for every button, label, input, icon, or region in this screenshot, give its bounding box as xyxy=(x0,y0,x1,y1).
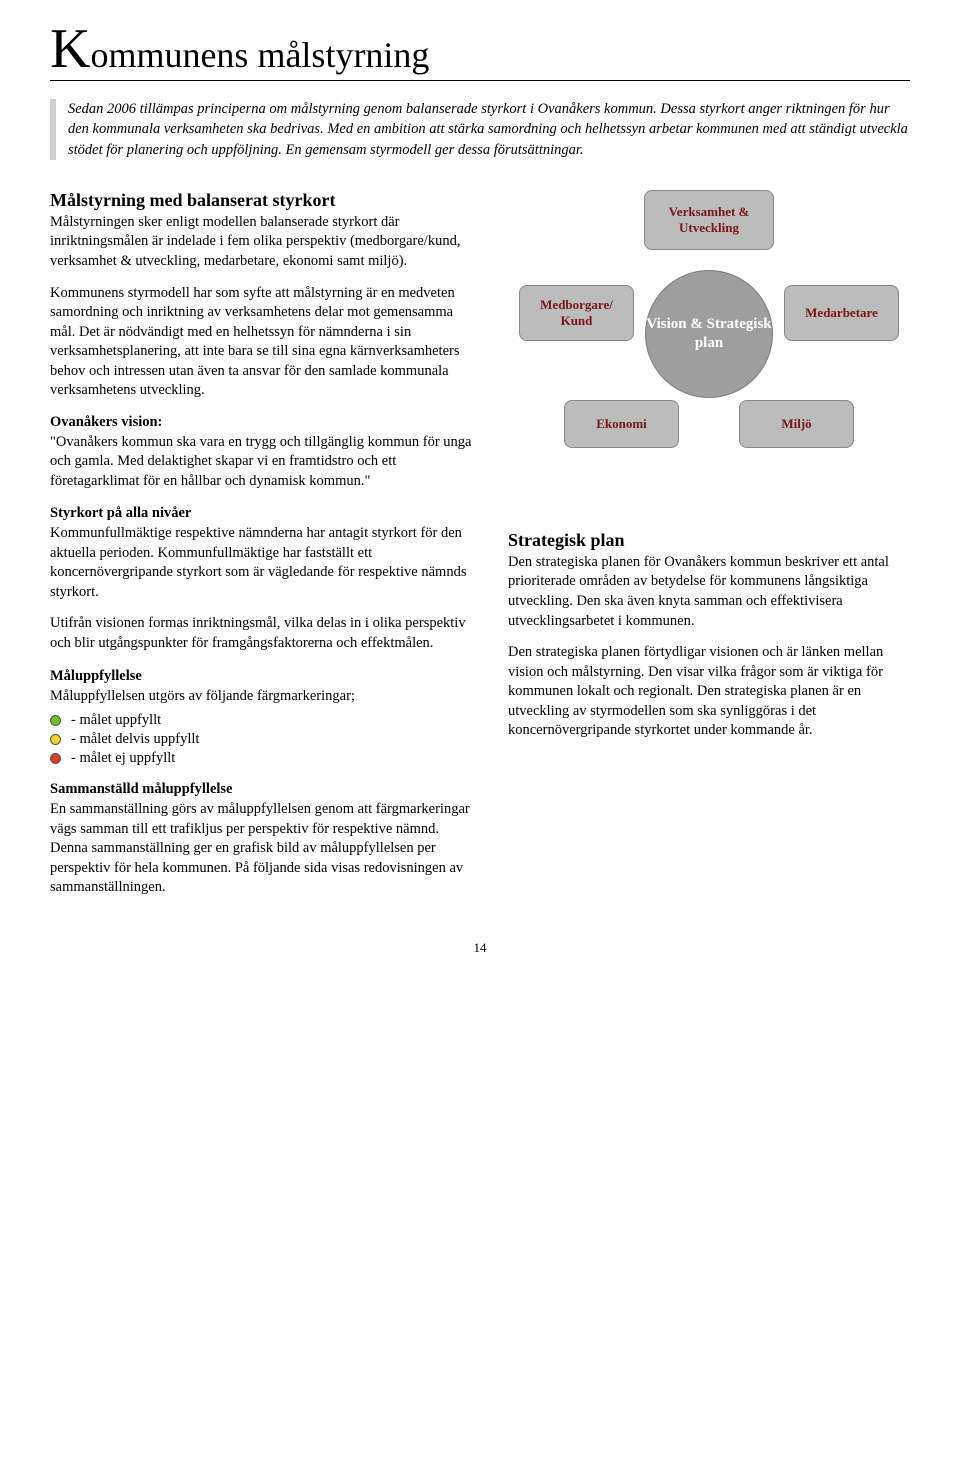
dropcap-k: K xyxy=(50,30,90,69)
diagram-box-left: Medborgare/ Kund xyxy=(519,285,634,341)
heading-malstyrning: Målstyrning med balanserat styrkort xyxy=(50,190,480,211)
left-column: Målstyrning med balanserat styrkort Måls… xyxy=(50,190,480,910)
para-p3: Kommunfullmäktige respektive nämnderna h… xyxy=(50,524,480,602)
para-p2: Kommunens styrmodell har som syfte att m… xyxy=(50,284,480,401)
legend-label-red: - målet ej uppfyllt xyxy=(71,750,175,767)
para-p5: Måluppfyllelsen utgörs av följande färgm… xyxy=(50,687,480,707)
page-title: Kommunens målstyrning xyxy=(50,30,910,81)
para-p4: Utifrån visionen formas inriktningsmål, … xyxy=(50,614,480,653)
heading-maluppfyllelse: Måluppfyllelse xyxy=(50,668,480,685)
legend-label-yellow: - målet delvis uppfyllt xyxy=(71,731,199,748)
heading-styrkort: Styrkort på alla nivåer xyxy=(50,505,480,522)
heading-sammanstalld: Sammanställd måluppfyllelse xyxy=(50,781,480,798)
diagram-box-top: Verksamhet & Utveckling xyxy=(644,190,774,250)
dot-green-icon xyxy=(50,715,61,726)
para-right-p1: Den strategiska planen för Ovanåkers kom… xyxy=(508,553,910,631)
diagram-box-bottom-right: Miljö xyxy=(739,400,854,448)
para-p6: En sammanställning görs av måluppfyllels… xyxy=(50,800,480,898)
vision-text: "Ovanåkers kommun ska vara en trygg och … xyxy=(50,434,472,489)
two-column-layout: Målstyrning med balanserat styrkort Måls… xyxy=(50,190,910,910)
intro-block: Sedan 2006 tillämpas principerna om måls… xyxy=(50,99,910,160)
title-rest: ommunens målstyrning xyxy=(90,35,429,75)
dot-yellow-icon xyxy=(50,734,61,745)
legend-item-yellow: - målet delvis uppfyllt xyxy=(50,731,480,748)
diagram-box-bottom-left: Ekonomi xyxy=(564,400,679,448)
page-number: 14 xyxy=(50,940,910,956)
vision-block: Ovanåkers vision: "Ovanåkers kommun ska v… xyxy=(50,413,480,491)
legend-item-red: - målet ej uppfyllt xyxy=(50,750,480,767)
para-p1: Målstyrningen sker enligt modellen balan… xyxy=(50,213,480,272)
heading-strategisk-plan: Strategisk plan xyxy=(508,530,910,551)
diagram-box-right: Medarbetare xyxy=(784,285,899,341)
legend-list: - målet uppfyllt - målet delvis uppfyllt… xyxy=(50,712,480,767)
para-right-p2: Den strategiska planen förtydligar visio… xyxy=(508,643,910,741)
legend-item-green: - målet uppfyllt xyxy=(50,712,480,729)
vision-heading: Ovanåkers vision: xyxy=(50,414,162,430)
right-column: Verksamhet & Utveckling Medborgare/ Kund… xyxy=(508,190,910,910)
dot-red-icon xyxy=(50,753,61,764)
legend-label-green: - målet uppfyllt xyxy=(71,712,161,729)
diagram-center-circle: Vision & Strategisk plan xyxy=(645,270,773,398)
scorecard-diagram: Verksamhet & Utveckling Medborgare/ Kund… xyxy=(519,190,899,470)
